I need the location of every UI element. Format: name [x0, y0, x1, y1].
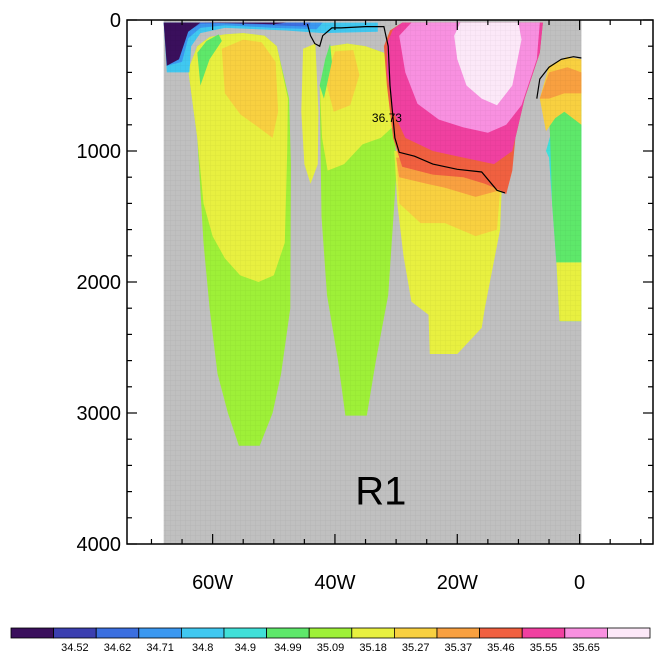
colorbar-swatch [393, 627, 438, 639]
colorbar-label: 34.71 [146, 642, 174, 654]
colorbar-swatch [521, 627, 566, 639]
colorbar-label: 34.99 [274, 642, 302, 654]
colorbar-swatch [95, 627, 140, 639]
colorbar: 34.52 34.62 34.71 34.8 34.9 34.99 35.09 35.18 35… [10, 627, 651, 654]
colorbar-label: 35.09 [317, 642, 345, 654]
colorbar-swatch [607, 627, 651, 639]
cell-grid-overlay [163, 20, 582, 544]
x-tick-label: 20W [437, 572, 478, 594]
colorbar-label: 35.46 [487, 642, 515, 654]
panel-label: R1 [355, 470, 406, 514]
colorbar-label: 35.37 [445, 642, 473, 654]
colorbar-swatch [10, 627, 54, 639]
contour-line [536, 56, 582, 99]
axes-layer: 0 1000 2000 3000 4000 60W 40W 20W 0 [77, 10, 654, 594]
x-tick-label: 60W [192, 572, 233, 594]
data-layer: 36.73 R1 [163, 20, 582, 544]
colorbar-swatch [351, 627, 395, 639]
y-tick-label: 0 [110, 10, 121, 32]
colorbar-swatch [308, 627, 353, 639]
colorbar-swatch [564, 627, 608, 639]
y-tick-label: 3000 [77, 403, 122, 425]
colorbar-swatch [266, 627, 310, 639]
x-tick-label: 40W [314, 572, 355, 594]
colorbar-swatch [436, 627, 480, 639]
y-tick-label: 2000 [77, 272, 122, 294]
contour-line [306, 23, 506, 194]
colorbar-swatch [479, 627, 523, 639]
colorbar-label: 34.8 [192, 642, 213, 654]
colorbar-swatch [53, 627, 97, 639]
colorbar-label: 34.62 [104, 642, 132, 654]
y-tick-label: 1000 [77, 141, 122, 163]
colorbar-label: 34.52 [61, 642, 89, 654]
colorbar-swatch [223, 627, 267, 639]
colorbar-label: 35.65 [572, 642, 600, 654]
colorbar-label: 34.9 [235, 642, 256, 654]
colorbar-label: 35.18 [359, 642, 387, 654]
x-tick-label: 0 [574, 572, 585, 594]
colorbar-label: 35.55 [530, 642, 558, 654]
y-tick-label: 4000 [77, 534, 122, 556]
colorbar-label: 35.27 [402, 642, 430, 654]
colorbar-swatch [180, 627, 225, 639]
contour-label: 36.73 [372, 111, 402, 125]
colorbar-swatch [138, 627, 182, 639]
